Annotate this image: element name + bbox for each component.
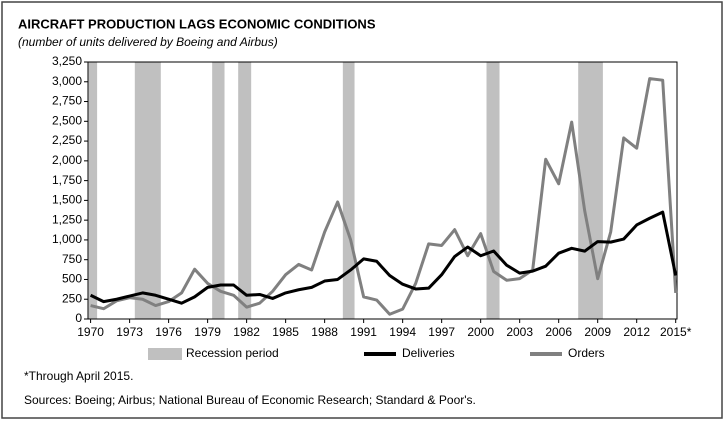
footnote: *Through April 2015. (24, 369, 133, 383)
y-tick-label: 0 (75, 311, 82, 325)
legend-label: Orders (568, 346, 605, 360)
x-tick-label: 1976 (155, 325, 182, 339)
y-tick-label: 2,000 (52, 153, 82, 167)
plot-border (87, 61, 678, 320)
y-tick-label: 1,750 (52, 173, 82, 187)
x-tick-label: 2015* (660, 325, 692, 339)
y-tick-label: 750 (62, 252, 82, 266)
y-tick-label: 250 (62, 291, 82, 305)
y-tick-label: 1,000 (52, 232, 82, 246)
chart-title: AIRCRAFT PRODUCTION LAGS ECONOMIC CONDIT… (18, 16, 376, 31)
y-tick-label: 2,500 (52, 113, 82, 127)
chart-subtitle: (number of units delivered by Boeing and… (18, 35, 278, 49)
y-tick-label: 3,000 (52, 74, 82, 88)
y-tick-label: 2,750 (52, 94, 82, 108)
recession-band (134, 62, 161, 319)
x-tick-label: 2009 (584, 325, 611, 339)
legend-label: Deliveries (402, 346, 455, 360)
y-tick-label: 2,250 (52, 133, 82, 147)
legend-swatch (148, 348, 182, 360)
recession-band (342, 62, 355, 319)
y-tick-label: 3,250 (52, 54, 82, 68)
x-tick-label: 2012 (623, 325, 650, 339)
y-tick-label: 1,250 (52, 212, 82, 226)
x-tick-label: 2000 (467, 325, 494, 339)
sources: Sources: Boeing; Airbus; National Bureau… (24, 393, 476, 407)
x-tick-label: 1994 (389, 325, 416, 339)
recession-band (238, 62, 252, 319)
x-tick-label: 1991 (350, 325, 377, 339)
recession-band (212, 62, 225, 319)
x-tick-label: 1988 (311, 325, 338, 339)
x-tick-label: 1982 (233, 325, 260, 339)
x-tick-label: 1970 (77, 325, 104, 339)
series-line (90, 77, 678, 316)
x-tick-label: 2003 (506, 325, 533, 339)
recession-band (88, 62, 98, 319)
y-tick-label: 1,500 (52, 193, 82, 207)
y-tick-label: 500 (62, 272, 82, 286)
x-tick-label: 1985 (272, 325, 299, 339)
legend-label: Recession period (186, 346, 279, 360)
x-tick-label: 2006 (545, 325, 572, 339)
series-line (89, 210, 678, 305)
x-tick-label: 1973 (116, 325, 143, 339)
x-tick-label: 1979 (194, 325, 221, 339)
x-tick-label: 1997 (428, 325, 455, 339)
recession-band (486, 62, 500, 319)
